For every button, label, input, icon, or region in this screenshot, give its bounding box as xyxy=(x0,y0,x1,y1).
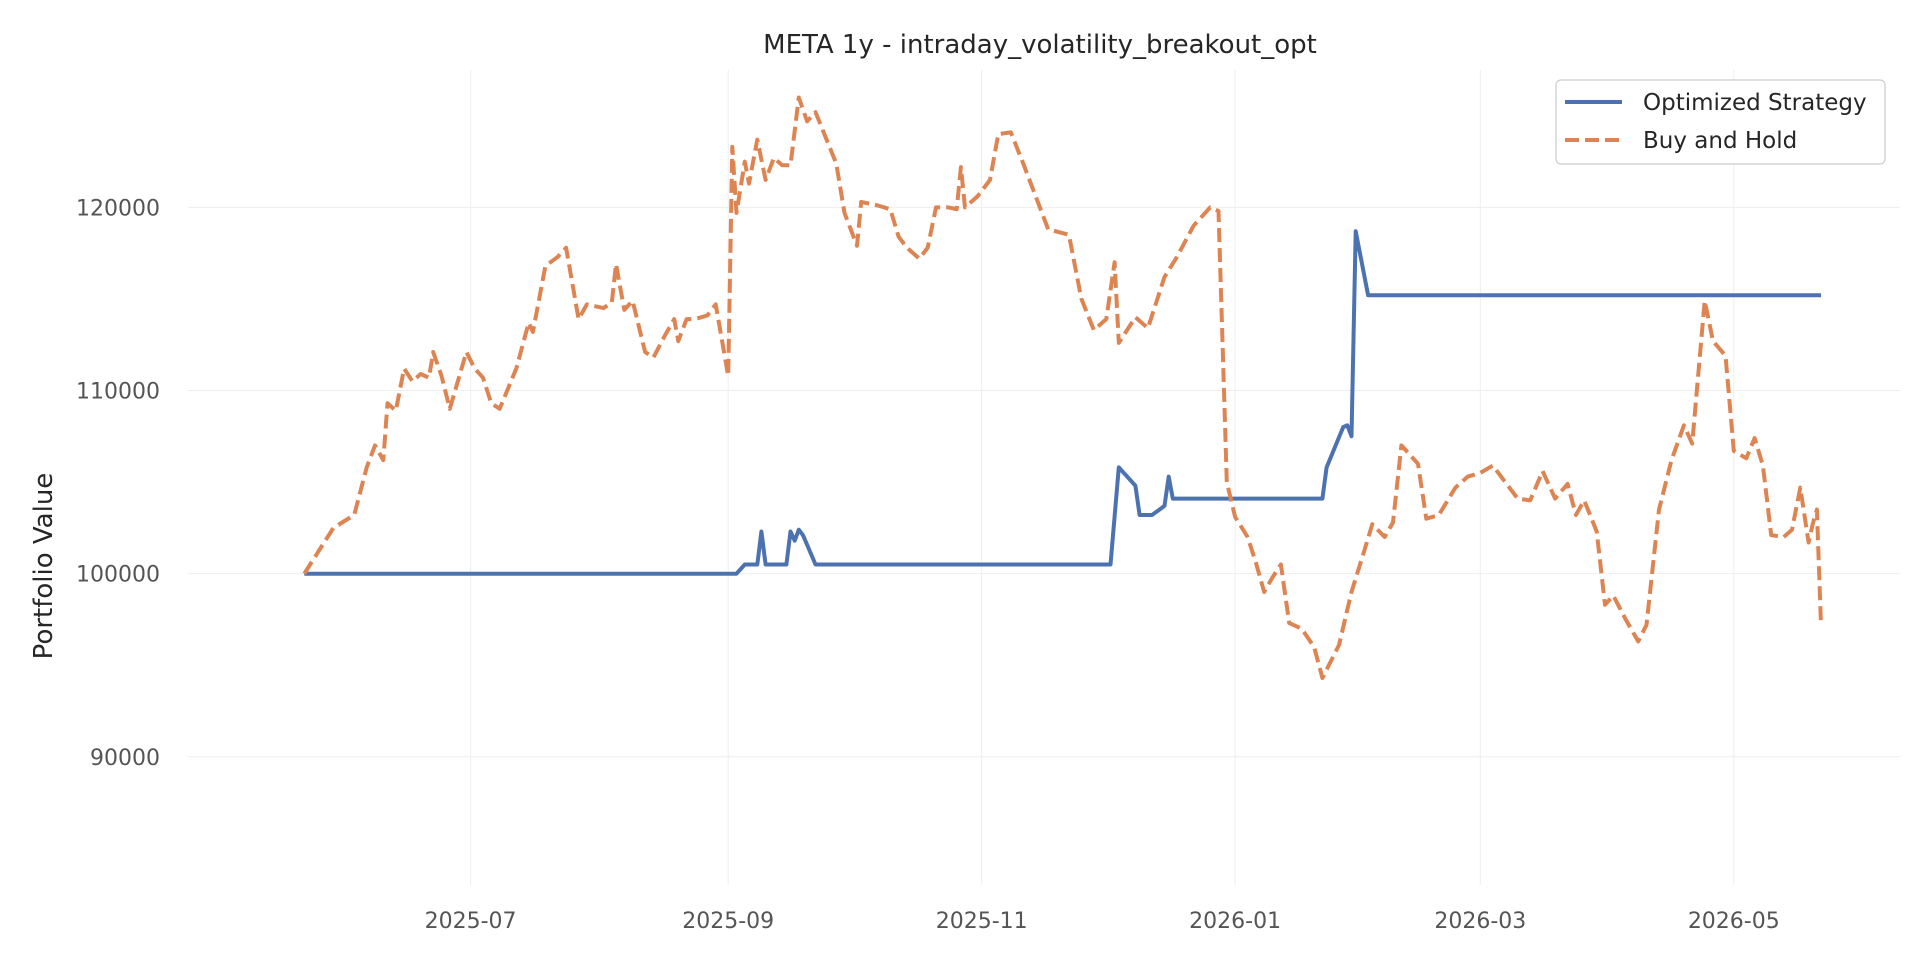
legend-label-optimized-strategy: Optimized Strategy xyxy=(1643,90,1867,116)
y-tick-label: 90000 xyxy=(90,746,160,771)
legend-label-buy-and-hold: Buy and Hold xyxy=(1643,128,1797,154)
series-line-buy-and-hold xyxy=(302,95,1823,680)
legend-box xyxy=(1555,79,1886,165)
x-tick-label: 2025-09 xyxy=(682,909,774,934)
y-tick-label: 120000 xyxy=(76,196,160,221)
x-tick-label: 2025-11 xyxy=(936,909,1028,934)
x-tick-label: 2025-07 xyxy=(425,909,517,934)
chart-title: META 1y - intraday_volatility_breakout_o… xyxy=(763,30,1317,60)
y-axis-label: Portfolio Value xyxy=(29,473,59,660)
axis-ticks: 2025-07 2025-09 2025-11 2026-01 2026-03 2026-… xyxy=(76,196,1780,934)
y-tick-label: 110000 xyxy=(76,380,160,405)
x-tick-label: 2026-03 xyxy=(1434,909,1526,934)
x-tick-label: 2026-05 xyxy=(1688,909,1780,934)
series-line-optimized-strategy xyxy=(304,229,1821,576)
x-tick-label: 2026-01 xyxy=(1189,909,1281,934)
grid xyxy=(188,70,1900,885)
legend: Optimized Strategy Buy and Hold xyxy=(1555,79,1886,165)
series-lines xyxy=(302,95,1823,680)
y-tick-label: 100000 xyxy=(76,563,160,588)
